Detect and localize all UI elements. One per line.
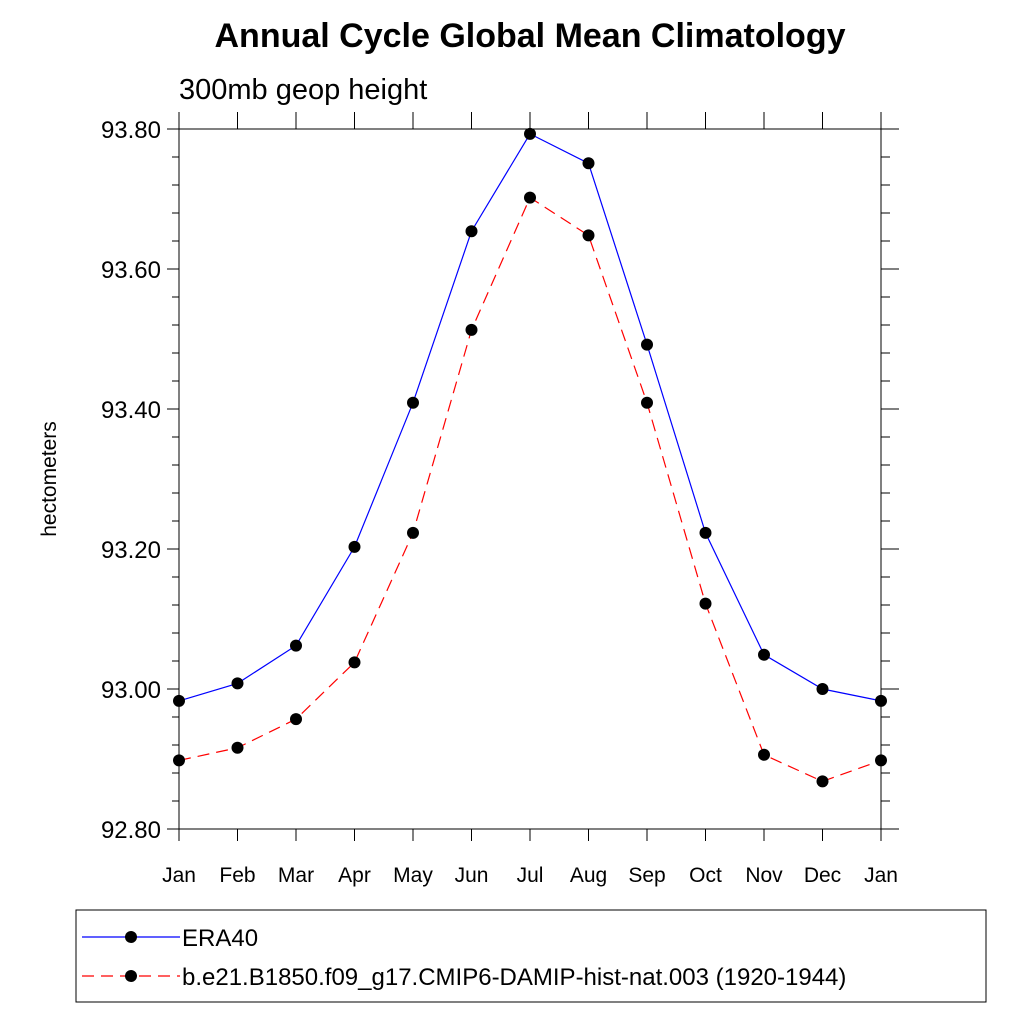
y-tick-label: 93.60 [101, 257, 161, 284]
series-1 [173, 127, 887, 707]
data-point [465, 323, 478, 336]
x-tick-label: Feb [219, 864, 255, 887]
data-point [407, 526, 419, 539]
data-point [875, 754, 887, 767]
x-tick-label: Dec [804, 864, 841, 887]
y-tick-label: 93.80 [101, 117, 161, 144]
data-point [173, 754, 185, 767]
x-tick-label: Jan [162, 864, 196, 887]
series-line [178, 196, 882, 783]
x-tick-label: Jul [517, 864, 544, 887]
data-point [582, 157, 595, 170]
chart-title: Annual Cycle Global Mean Climatology [215, 17, 846, 55]
legend: ERA40 b.e21.B1850.f09_g17.CMIP6-DAMIP-his… [75, 909, 987, 1003]
data-point [290, 639, 302, 652]
legend-box [75, 909, 987, 1003]
data-point [173, 694, 185, 707]
data-point [816, 775, 829, 788]
series-layer [173, 127, 887, 788]
x-tick-label: Apr [338, 864, 371, 887]
x-tick-label: Aug [570, 864, 607, 887]
y-tick-label: 92.80 [101, 817, 161, 844]
data-point [407, 396, 419, 409]
series-2 [173, 191, 887, 788]
data-point [758, 648, 770, 661]
legend-marker [125, 931, 137, 943]
x-tick-label: Jun [455, 864, 489, 887]
data-point [348, 540, 361, 553]
x-tick-label: Oct [689, 864, 722, 887]
data-point [231, 677, 244, 690]
y-tick-label: 93.40 [101, 397, 161, 424]
axes: 92.80 93.00 93.20 93.40 93.60 93.80 Jan Feb Mar A… [101, 112, 899, 887]
legend-marker [125, 970, 137, 982]
y-axis-label: hectometers [38, 421, 61, 537]
data-point [290, 713, 302, 726]
data-point [875, 694, 887, 707]
data-point [524, 191, 536, 204]
x-tick-label: May [393, 864, 433, 887]
legend-label: ERA40 [182, 925, 258, 952]
data-point [699, 526, 712, 539]
legend-label: b.e21.B1850.f09_g17.CMIP6-DAMIP-hist-nat… [182, 964, 846, 991]
data-point [348, 656, 361, 669]
x-tick-label: Jan [864, 864, 898, 887]
data-point [699, 597, 712, 610]
legend-item: b.e21.B1850.f09_g17.CMIP6-DAMIP-hist-nat… [82, 964, 846, 991]
data-point [582, 229, 595, 242]
legend-item: ERA40 [82, 925, 258, 952]
y-tick-label: 93.20 [101, 537, 161, 564]
series-line [178, 133, 882, 702]
data-point [816, 683, 829, 695]
y-tick-label: 93.00 [101, 677, 161, 704]
data-point [641, 338, 653, 351]
chart-subtitle: 300mb geop height [179, 74, 427, 106]
data-point [524, 127, 536, 140]
x-tick-label: Sep [628, 864, 665, 887]
data-point [758, 748, 770, 761]
data-point [641, 396, 653, 409]
x-tick-label: Mar [278, 864, 314, 887]
data-point [465, 225, 478, 238]
x-tick-label: Nov [745, 864, 783, 887]
data-point [231, 741, 244, 754]
